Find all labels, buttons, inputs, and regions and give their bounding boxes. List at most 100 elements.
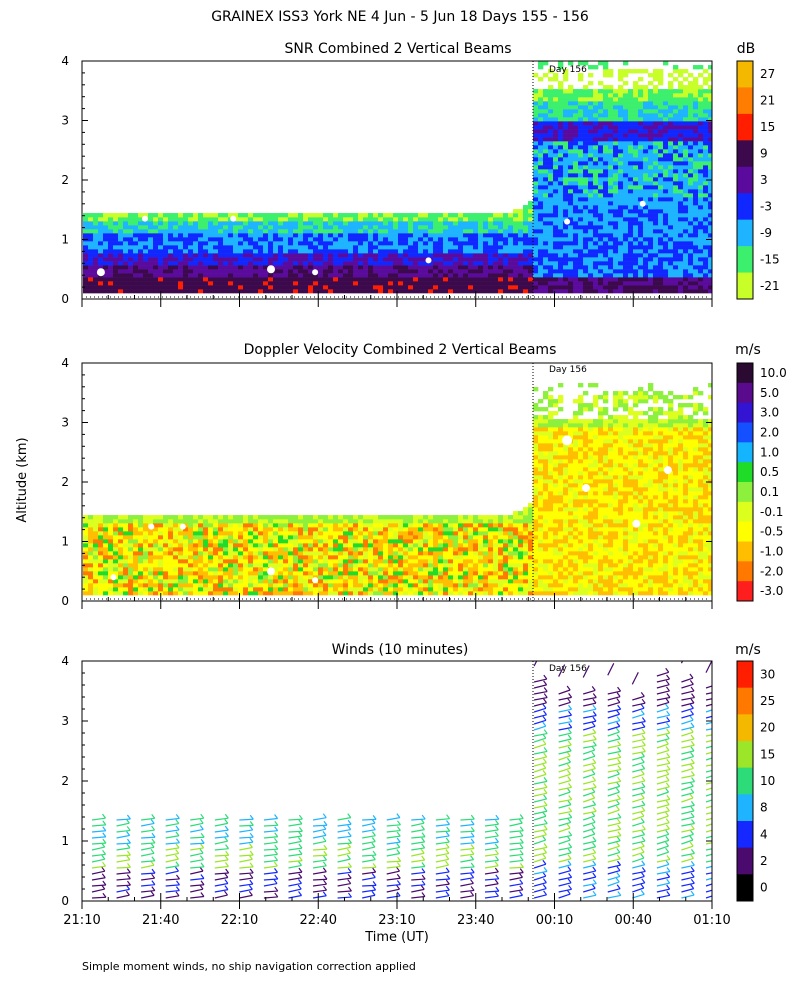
colorbar-swatch: [737, 246, 753, 274]
doppler-field: [83, 383, 712, 600]
colorbar-label: -1.0: [760, 544, 783, 558]
colorbar-label: 9: [760, 147, 768, 161]
y-tick-label: 0: [61, 292, 69, 306]
colorbar-label: 25: [760, 694, 775, 708]
colorbar-swatch: [737, 140, 753, 168]
y-tick-label: 3: [61, 416, 69, 430]
colorbar-swatch: [737, 541, 753, 562]
y-tick-label: 1: [61, 834, 69, 848]
y-axis-label: Altitude (km): [15, 437, 30, 522]
y-tick-label: 0: [61, 894, 69, 908]
snr-colorbar-unit: dB: [737, 41, 756, 57]
colorbar-swatch: [737, 402, 753, 423]
colorbar-swatch: [737, 482, 753, 503]
y-tick-label: 2: [61, 173, 69, 187]
colorbar-label: 5.0: [760, 386, 779, 400]
snr-x-axis: [81, 291, 713, 307]
colorbar-swatch: [737, 794, 753, 822]
colorbar-label: 4: [760, 827, 768, 841]
colorbar-label: 21: [760, 94, 775, 108]
y-tick-label: 0: [61, 594, 69, 608]
footnote: Simple moment winds, no ship navigation …: [82, 960, 416, 973]
colorbar-swatch: [737, 661, 753, 689]
y-tick-label: 3: [61, 114, 69, 128]
winds-day-marker-label: Day 156: [549, 664, 587, 674]
doppler-day-marker-label: Day 156: [549, 365, 587, 375]
doppler-panel: Doppler Velocity Combined 2 Vertical Bea…: [61, 342, 787, 609]
time-tick-label: 22:40: [300, 913, 337, 928]
colorbar-swatch: [737, 193, 753, 221]
snr-panel: SNR Combined 2 Vertical Beams 0 1 2 3 4 Day …: [61, 41, 780, 307]
colorbar-label: -0.1: [760, 505, 783, 519]
y-tick-label: 1: [61, 233, 69, 247]
colorbar-frame: [736, 60, 754, 300]
snr-field: [83, 61, 712, 298]
colorbar-label: -15: [760, 252, 780, 266]
colorbar-label: 15: [760, 120, 775, 134]
colorbar-label: 3: [760, 173, 768, 187]
snr-colorbar: 27 21 15 9 3 -3 -9 -15 -21: [736, 60, 780, 300]
colorbar-swatch: [737, 714, 753, 742]
winds-x-axis: [81, 893, 713, 909]
winds-panel-title: Winds (10 minutes): [332, 642, 469, 658]
colorbar-swatch: [737, 741, 753, 769]
y-tick-label: 2: [61, 475, 69, 489]
y-tick-label: 4: [61, 356, 69, 370]
colorbar-label: 2: [760, 854, 768, 868]
colorbar-label: 27: [760, 67, 775, 81]
time-tick-label: 23:10: [378, 913, 415, 928]
time-tick-label: 22:10: [221, 913, 258, 928]
colorbar-label: 2.0: [760, 425, 779, 439]
colorbar-label: 15: [760, 747, 775, 761]
time-tick-label: 00:10: [536, 913, 573, 928]
doppler-colorbar: 10.0 5.0 3.0 2.0 1.0 0.5 0.1 -0.1 -0.5 -1.0 -2.0 -3…: [736, 362, 787, 602]
colorbar-swatch: [737, 442, 753, 463]
colorbar-swatch: [737, 521, 753, 542]
colorbar-label: 30: [760, 667, 775, 681]
colorbar-swatch: [737, 821, 753, 849]
colorbar-swatch: [737, 767, 753, 795]
time-tick-label: 21:40: [142, 913, 179, 928]
colorbar-swatch: [737, 874, 753, 902]
colorbar-label: -21: [760, 279, 780, 293]
colorbar-swatch: [737, 687, 753, 715]
colorbar-label: 10.0: [760, 366, 787, 380]
colorbar-label: 3.0: [760, 406, 779, 420]
time-tick-label: 23:40: [457, 913, 494, 928]
doppler-panel-title: Doppler Velocity Combined 2 Vertical Bea…: [244, 342, 557, 358]
colorbar-swatch: [737, 113, 753, 141]
colorbar-swatch: [737, 61, 753, 88]
colorbar-swatch: [737, 422, 753, 443]
x-axis-label: Time (UT): [364, 930, 429, 945]
colorbar-label: -9: [760, 226, 772, 240]
figure-title: GRAINEX ISS3 York NE 4 Jun - 5 Jun 18 Da…: [211, 9, 589, 25]
y-tick-label: 3: [61, 714, 69, 728]
snr-panel-title: SNR Combined 2 Vertical Beams: [284, 41, 511, 57]
colorbar-label: 1.0: [760, 445, 779, 459]
colorbar-frame: [736, 362, 754, 602]
colorbar-swatch: [737, 363, 753, 384]
snr-y-axis: 0 1 2 3 4: [61, 54, 712, 306]
colorbar-swatch: [737, 272, 753, 300]
doppler-y-axis: 0 1 2 3 4: [61, 356, 712, 608]
y-tick-label: 4: [61, 654, 69, 668]
winds-y-axis: 0 1 2 3 4: [61, 654, 712, 908]
colorbar-label: -3.0: [760, 584, 783, 598]
snr-day-marker-label: Day 156: [549, 65, 587, 75]
colorbar-swatch: [737, 166, 753, 194]
colorbar-label: 8: [760, 801, 768, 815]
colorbar-swatch: [737, 87, 753, 115]
colorbar-label: -3: [760, 199, 772, 213]
colorbar-swatch: [737, 561, 753, 582]
colorbar-frame: [736, 660, 754, 902]
time-tick-label: 00:40: [615, 913, 652, 928]
winds-panel: Winds (10 minutes) 0 1 2 3 4 Day 156 m/s 30 2…: [61, 642, 775, 909]
colorbar-swatch: [737, 501, 753, 523]
colorbar-label: -2.0: [760, 564, 783, 578]
time-tick-label: 21:10: [63, 913, 100, 928]
doppler-x-axis: [81, 593, 713, 609]
colorbar-label: 0: [760, 881, 768, 895]
colorbar-label: -0.5: [760, 525, 783, 539]
time-tick-label: 01:10: [693, 913, 730, 928]
